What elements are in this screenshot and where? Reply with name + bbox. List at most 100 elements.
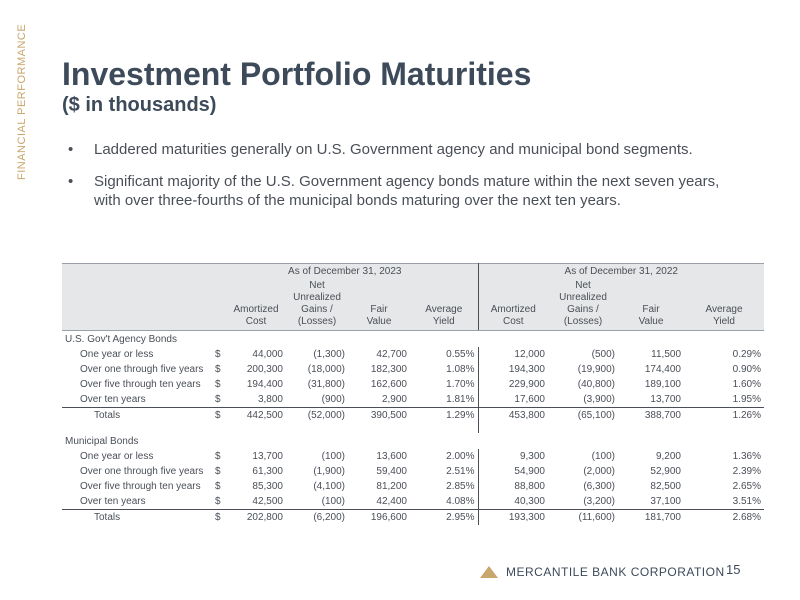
table-row: One year or less $ 44,000 (1,300) 42,700… [62,347,764,362]
section-title: Municipal Bonds [65,435,139,447]
cell: 1.81% [410,392,479,408]
cell: (40,800) [577,379,615,390]
page-title: Investment Portfolio Maturities [62,56,532,92]
cell: 196,600 [370,512,407,523]
dollar-sign: $ [215,410,221,421]
col-net-unrealized: Net Unrealized Gains / (Losses) [286,278,348,331]
cell: 2.51% [410,464,479,479]
spacer-row [62,423,764,433]
cell: 82,500 [650,481,681,492]
cell: 9,300 [519,451,545,462]
totals-label: Totals [94,512,121,523]
cell: 388,700 [644,410,681,421]
col-fair-value: Fair Value [618,278,684,331]
page-subtitle: ($ in thousands) [62,94,217,116]
section-header-row: Municipal Bonds [62,433,764,449]
cell: 4.08% [410,494,479,510]
bullet-list: • Laddered maturities generally on U.S. … [62,140,742,223]
cell: 13,600 [376,451,407,462]
bullet-text: Significant majority of the U.S. Governm… [94,173,720,209]
cell: 0.90% [732,364,761,375]
dollar-sign: $ [215,512,221,523]
cell: (3,200) [548,494,618,510]
cell: 61,300 [252,466,283,477]
bullet-icon: • [68,141,74,158]
cell: 2,900 [348,392,410,408]
dollar-sign: $ [215,379,221,390]
dollar-sign: $ [212,494,226,510]
col-average-yield: Average Yield [410,278,479,331]
row-label: Over one through five years [80,466,204,477]
col-net-unrealized: Net Unrealized Gains / (Losses) [548,278,618,331]
period-header-row: As of December 31, 2023 As of December 3… [62,263,764,278]
row-label: Over five through ten years [80,481,201,492]
cell: 17,600 [478,392,548,408]
period-header-2022: As of December 31, 2022 [478,263,764,278]
cell: 1.60% [732,379,761,390]
bullet-item: • Laddered maturities generally on U.S. … [62,140,742,159]
cell: 42,700 [376,349,407,360]
table-row: Over five through ten years $ 194,400 (3… [62,377,764,392]
cell: 44,000 [252,349,283,360]
cell: (31,800) [307,379,345,390]
dollar-sign: $ [215,466,221,477]
cell: 200,300 [246,364,283,375]
cell: (500) [591,349,615,360]
cell: 2.39% [732,466,761,477]
section-title: U.S. Gov't Agency Bonds [65,333,177,345]
row-label: One year or less [80,451,154,462]
side-section-label: FINANCIAL PERFORMANCE [16,23,28,180]
cell: (1,300) [313,349,345,360]
cell: 202,800 [246,512,283,523]
cell: 229,900 [508,379,545,390]
table-row: Over one through five years $ 200,300 (1… [62,362,764,377]
cell: 0.55% [410,347,479,362]
cell: (6,200) [313,512,345,523]
cell: 442,500 [246,410,283,421]
cell: (52,000) [307,410,345,421]
cell: (11,600) [578,512,615,523]
cell: 182,300 [370,364,407,375]
cell: (100) [321,451,345,462]
cell: (3,900) [548,392,618,408]
cell: 2.65% [732,481,761,492]
cell: (100) [286,494,348,510]
col-average-yield: Average Yield [684,278,764,331]
cell: 88,800 [514,481,545,492]
cell: 2.85% [410,479,479,494]
row-label: Over five through ten years [80,379,201,390]
table-row: Over one through five years $ 61,300 (1,… [62,464,764,479]
cell: 0.29% [732,349,761,360]
column-header-row: Amortized Cost Net Unrealized Gains / (Losse… [62,278,764,331]
cell: 59,400 [376,466,407,477]
cell: 81,200 [376,481,407,492]
cell: 40,300 [478,494,548,510]
cell: (65,100) [577,410,615,421]
table-row: Over five through ten years $ 85,300 (4,… [62,479,764,494]
page-number: 15 [726,562,741,577]
company-name: MERCANTILE BANK CORPORATION [506,565,725,579]
cell: (900) [286,392,348,408]
cell: 3.51% [684,494,764,510]
table-row: Over ten years $ 42,500 (100) 42,400 4.0… [62,494,764,510]
dollar-sign: $ [215,349,221,360]
cell: (1,900) [313,466,345,477]
period-header-2023: As of December 31, 2023 [212,263,479,278]
row-label: Over one through five years [80,364,204,375]
cell: 174,400 [644,364,681,375]
totals-row: Totals $ 202,800 (6,200) 196,600 2.95% 1… [62,509,764,525]
bullet-item: • Significant majority of the U.S. Gover… [62,172,742,210]
cell: (18,000) [307,364,345,375]
row-label: Over ten years [62,494,212,510]
row-label: One year or less [80,349,154,360]
cell: 1.36% [732,451,761,462]
cell: 453,800 [508,410,545,421]
cell: (6,300) [583,481,615,492]
cell: 1.29% [410,407,479,423]
cell: 1.70% [410,377,479,392]
cell: 2.95% [410,509,479,525]
cell: (19,900) [577,364,615,375]
cell: 1.95% [684,392,764,408]
cell: 193,300 [508,512,545,523]
dollar-sign: $ [212,392,226,408]
